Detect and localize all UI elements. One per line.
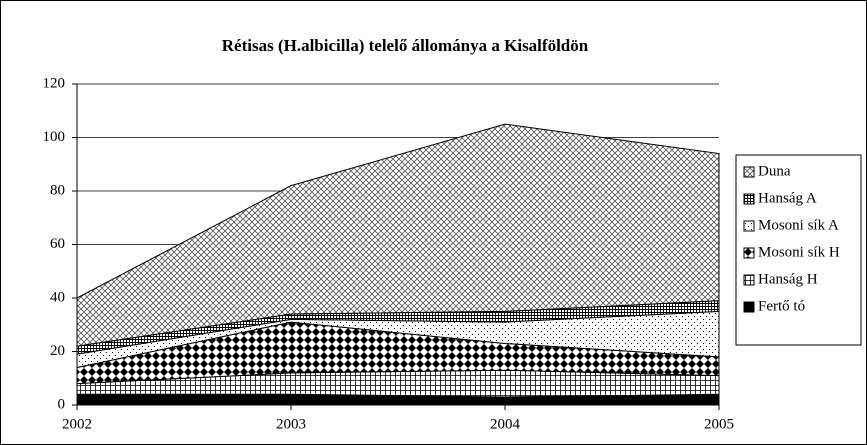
legend-label: Mosoni sík H xyxy=(758,244,840,260)
y-tick-label: 100 xyxy=(43,129,66,145)
x-tick-label: 2002 xyxy=(62,416,92,432)
y-tick-label: 40 xyxy=(50,289,65,305)
x-tick-label: 2004 xyxy=(490,416,521,432)
y-tick-label: 120 xyxy=(43,75,66,91)
legend-label: Fertő tó xyxy=(758,298,805,314)
legend-label: Hanság H xyxy=(758,271,818,287)
y-tick-label: 0 xyxy=(58,396,66,412)
legend-swatch xyxy=(743,301,755,313)
legend-swatch xyxy=(743,166,755,178)
chart-title: Rétisas (H.albicilla) telelő állománya a… xyxy=(222,36,589,55)
legend-box xyxy=(735,154,862,346)
legend-label: Duna xyxy=(758,163,791,179)
y-tick-label: 80 xyxy=(50,182,65,198)
legend-swatch xyxy=(743,247,755,259)
y-tick-label: 20 xyxy=(50,343,65,359)
x-tick-label: 2005 xyxy=(704,416,734,432)
y-tick-label: 60 xyxy=(50,236,65,252)
legend-swatch xyxy=(743,220,755,232)
legend-label: Mosoni sík A xyxy=(758,217,839,233)
area xyxy=(76,123,720,347)
legend-label: Hanság A xyxy=(758,190,817,206)
legend-swatch xyxy=(743,193,755,205)
legend-swatch xyxy=(743,274,755,286)
x-tick-label: 2003 xyxy=(276,416,306,432)
